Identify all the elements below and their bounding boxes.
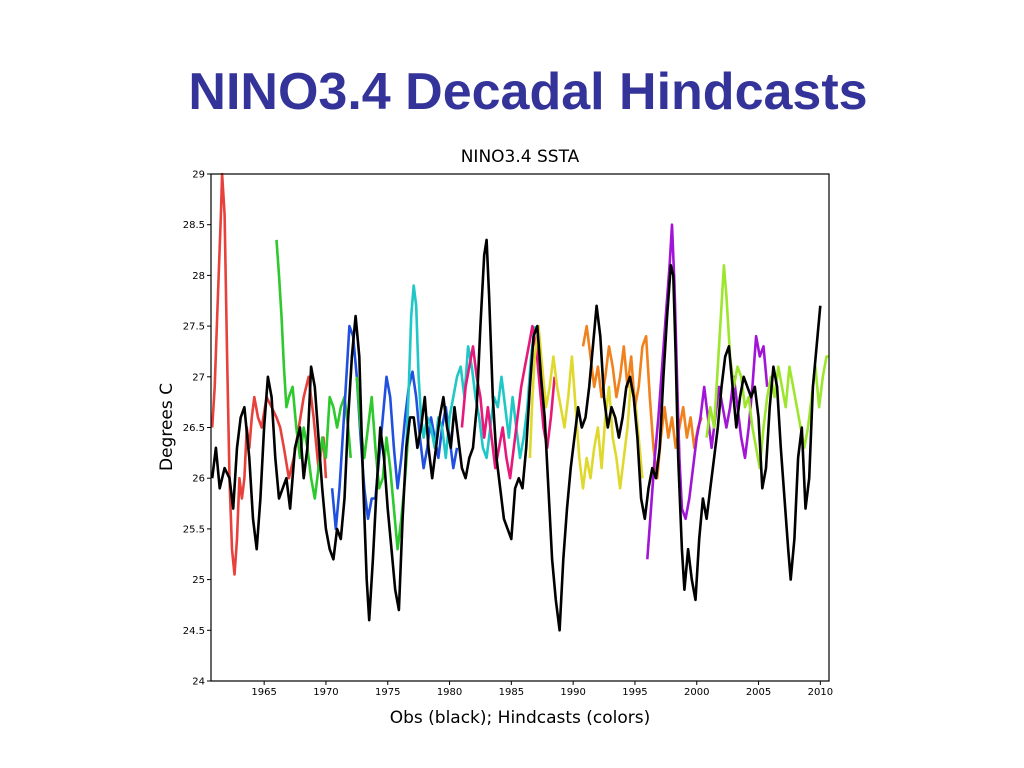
- series-line-11: [210, 238, 822, 632]
- x-tick-label: 1990: [560, 687, 585, 698]
- y-tick-label: 25: [192, 575, 205, 586]
- slide-title: NINO3.4 Decadal Hindcasts: [188, 63, 868, 121]
- series-line-10: [705, 263, 829, 470]
- y-tick-label: 26.5: [183, 423, 205, 434]
- x-tick-label: 1995: [622, 687, 647, 698]
- x-tick-label: 2005: [746, 687, 771, 698]
- y-tick-label: 27.5: [183, 322, 205, 333]
- x-tick-label: 1965: [251, 687, 276, 698]
- y-tick-label: 24.5: [183, 626, 205, 637]
- x-tick-label: 1985: [499, 687, 524, 698]
- x-axis: 1965 1970 1975 1980 1985 1990 1995 2000 2005 2010: [251, 681, 833, 698]
- x-tick-label: 1975: [375, 687, 400, 698]
- series-line-2: [275, 239, 352, 500]
- y-tick-label: 28: [192, 271, 205, 282]
- x-tick-label: 1970: [313, 687, 338, 698]
- y-tick-label: 28.5: [183, 220, 205, 231]
- series-line-1: [210, 172, 328, 576]
- x-axis-title: Obs (black); Hindcasts (colors): [390, 708, 651, 728]
- series-line-7: [528, 324, 644, 490]
- series-line-4: [355, 376, 411, 551]
- x-tick-label: 2010: [808, 687, 833, 698]
- x-tick-label: 1980: [437, 687, 462, 698]
- y-tick-label: 26: [192, 474, 205, 485]
- y-tick-label: 27: [192, 372, 205, 383]
- y-tick-label: 25.5: [183, 524, 205, 535]
- y-axis-title: Degrees C: [157, 383, 177, 471]
- x-tick-label: 2000: [684, 687, 709, 698]
- plot-lines: [210, 172, 829, 632]
- y-axis: 24 24.5 25 25.5 26 26.5 27 27.5 28 28.5 29: [183, 170, 211, 688]
- y-tick-label: 29: [192, 170, 205, 181]
- y-tick-label: 24: [192, 677, 205, 688]
- chart-title: NINO3.4 SSTA: [461, 147, 580, 167]
